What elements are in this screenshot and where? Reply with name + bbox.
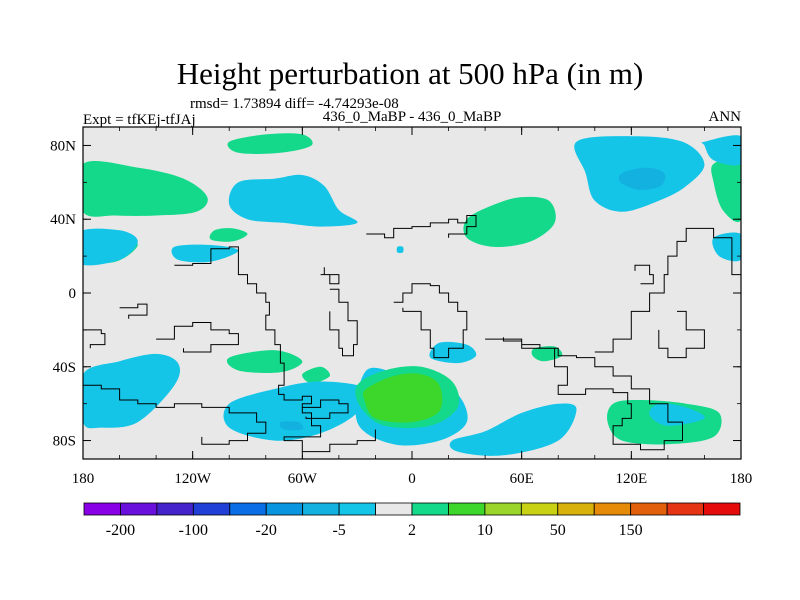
colorbar-label: 2: [408, 522, 416, 539]
colorbar-box: [666, 502, 704, 516]
colorbar-box: [156, 502, 194, 516]
contour-region: [396, 246, 404, 254]
case-label: 436_0_MaBP - 436_0_MaBP: [323, 109, 502, 125]
colorbar-box: [630, 502, 668, 516]
contour-region: [223, 381, 369, 441]
coastline: [594, 227, 741, 353]
x-tick-label: 60E: [510, 471, 534, 487]
colorbar-box: [520, 502, 559, 516]
coastline: [366, 215, 477, 239]
colorbar-box: [448, 502, 486, 516]
coastline: [83, 384, 267, 445]
y-tick-label: 80S: [53, 434, 76, 450]
contour-region: [701, 135, 741, 166]
colorbar-label: 50: [550, 522, 566, 539]
colorbar-label: -20: [256, 522, 277, 539]
coastline: [485, 337, 683, 451]
x-tick-label: 120E: [615, 471, 647, 487]
contour-region: [228, 174, 358, 227]
y-tick-label: 40N: [50, 212, 76, 228]
coastline: [83, 329, 106, 349]
contour-region: [649, 403, 705, 426]
contour-region: [83, 353, 180, 429]
coastlines: [83, 215, 741, 453]
colorbar-box: [484, 502, 522, 516]
colorbar-label: 150: [619, 522, 643, 539]
coastline: [634, 264, 654, 285]
colorbar-box: [411, 502, 449, 516]
coastline: [658, 310, 705, 359]
contour-region: [83, 161, 208, 217]
colorbar-box: [593, 502, 632, 516]
colorbar-box: [302, 502, 340, 516]
contour-region: [226, 350, 303, 374]
colorbar-label: -200: [106, 522, 135, 539]
x-tick-label: 60W: [288, 471, 318, 487]
contour-region: [227, 133, 313, 155]
colorbar-box: [703, 502, 741, 516]
x-tick-label: 120W: [174, 471, 212, 487]
coastline: [393, 283, 468, 359]
y-tick-label: 80N: [50, 138, 76, 154]
contour-region: [302, 366, 331, 384]
coastline: [302, 399, 349, 419]
contour-region: [449, 403, 577, 456]
y-tick-label: 40S: [53, 360, 76, 376]
stats-label: rmsd= 1.73894 diff= -4.74293e-08: [190, 96, 399, 112]
coastline: [329, 288, 358, 357]
colorbar-box: [557, 502, 595, 516]
colorbar-box: [338, 502, 376, 516]
colorbar-label: 10: [477, 522, 493, 539]
contour-region: [279, 421, 304, 431]
colorbar: -200 -100 -20 -5 2 10 50 150: [83, 502, 741, 539]
x-axis: 180 120W 60W 0 60E 120E 180: [72, 127, 753, 487]
contour-region: [712, 232, 741, 262]
colorbar-label: -100: [179, 522, 208, 539]
chart-title: Height perturbation at 500 hPa (in m): [177, 56, 644, 91]
contour-region: [618, 167, 666, 190]
colorbar-box: [229, 502, 267, 516]
experiment-label: Expt = tfKEj-tfJAj: [83, 112, 196, 128]
colorbar-box: [265, 502, 304, 516]
season-label: ANN: [709, 109, 742, 125]
coastline: [156, 322, 239, 353]
colorbar-box: [192, 502, 231, 516]
colorbar-box: [120, 502, 158, 516]
coastline: [119, 303, 148, 319]
contour-region: [83, 228, 138, 266]
x-tick-label: 180: [72, 471, 95, 487]
coastline: [320, 267, 340, 285]
y-tick-label: 0: [69, 286, 77, 302]
contour-region: [362, 373, 443, 423]
x-tick-label: 0: [408, 471, 416, 487]
x-tick-label: 180: [730, 471, 753, 487]
colorbar-box: [375, 502, 413, 516]
colorbar-label: -5: [332, 522, 345, 539]
contour-region: [463, 196, 556, 248]
contour-fills: [83, 133, 741, 456]
contour-region: [711, 156, 741, 223]
colorbar-box: [83, 502, 121, 516]
coastline: [174, 246, 376, 453]
y-axis: 80N 40N 0 40S 80S: [50, 138, 741, 450]
contour-region: [209, 228, 248, 242]
